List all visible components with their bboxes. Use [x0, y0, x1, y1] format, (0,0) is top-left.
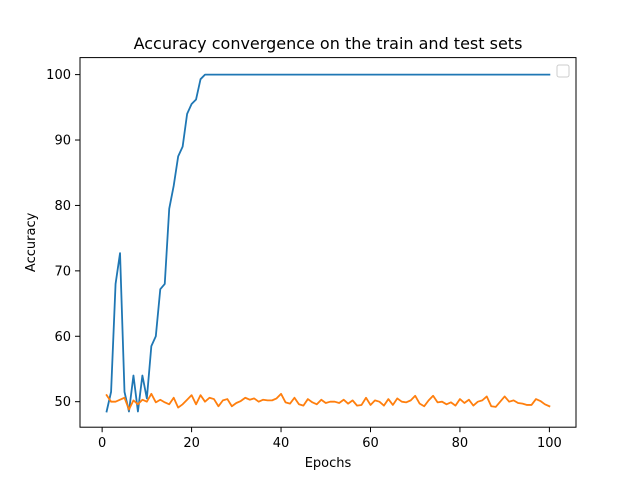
chart-title: Accuracy convergence on the train and te… [134, 34, 523, 53]
x-axis: 0 20 40 60 80 100 [98, 427, 562, 451]
x-tick-label-4: 80 [452, 436, 469, 451]
y-axis: 50 60 70 80 90 100 [46, 68, 80, 410]
y-tick-label-3: 80 [54, 199, 71, 214]
x-tick-label-3: 60 [362, 436, 379, 451]
y-tick-label-0: 50 [54, 395, 71, 410]
x-tick-label-0: 0 [98, 436, 106, 451]
plot-area [79, 57, 577, 428]
series-line-1 [105, 392, 551, 411]
y-tick-label-4: 90 [54, 134, 71, 149]
y-tick-label-5: 100 [46, 68, 71, 83]
series-line-0 [105, 73, 551, 413]
x-tick-label-1: 20 [183, 436, 200, 451]
plot-frame [79, 57, 577, 428]
plot-background [80, 57, 576, 428]
y-tick-label-2: 70 [54, 264, 71, 279]
x-axis-title: Epochs [305, 456, 352, 471]
x-tick-label-2: 40 [273, 436, 290, 451]
x-tick-label-5: 100 [537, 436, 562, 451]
legend-box [556, 64, 570, 78]
series-layer [105, 73, 551, 413]
y-tick-label-1: 60 [54, 330, 71, 345]
y-axis-title: Accuracy [24, 212, 39, 272]
